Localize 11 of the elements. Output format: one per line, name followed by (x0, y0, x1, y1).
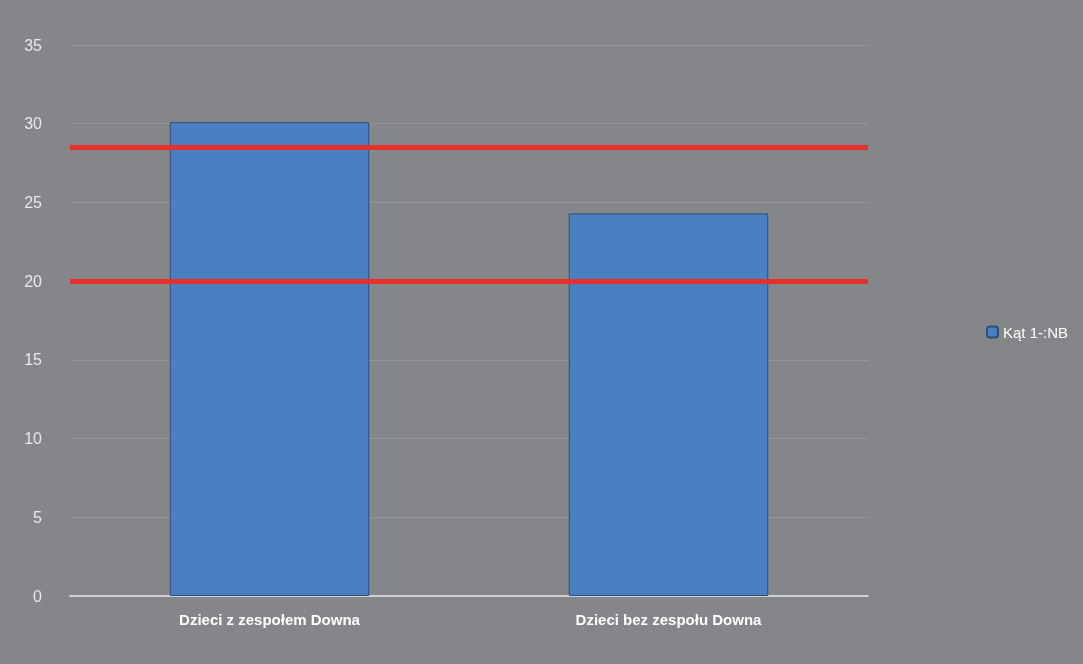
x-tick-label: Dzieci bez zespołu Downa (575, 611, 763, 628)
y-tick-label: 30 (24, 115, 43, 133)
legend-label: Kąt 1-:NB (1002, 323, 1069, 341)
y-tick-label: 15 (24, 351, 43, 369)
y-tick-label: 20 (24, 272, 43, 290)
x-tick-label: Dzieci z zespołem Downa (179, 611, 361, 628)
y-tick-label: 0 (33, 587, 43, 605)
y-tick-label: 5 (33, 508, 43, 526)
y-tick-label: 25 (24, 193, 43, 211)
y-tick-label: 35 (24, 36, 43, 54)
y-tick-label: 10 (24, 430, 43, 448)
